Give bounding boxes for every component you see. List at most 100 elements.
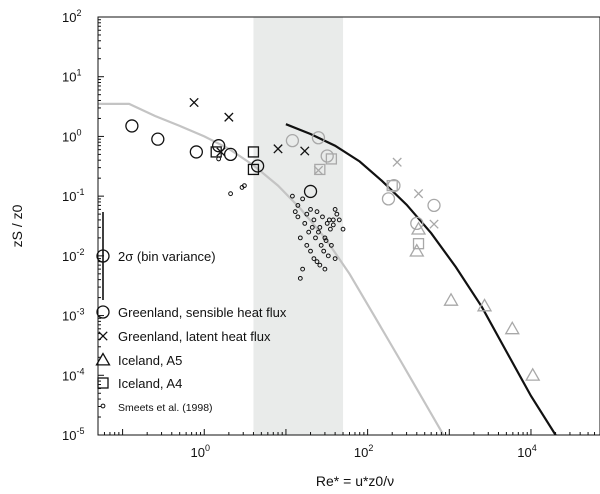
point-layer [125,97,541,381]
data-point-circle [427,198,441,213]
legend: 2σ (bin variance) Greenland, sensible hea… [95,212,287,414]
curve-layer [98,102,557,435]
data-point-circle [320,149,334,163]
data-point-small-circle [306,229,312,235]
data-point-square [247,163,260,176]
legend-entry-triangle: Iceland, A5 [95,352,182,368]
data-point-small-circle [313,235,318,241]
fit-curve-black [285,123,557,435]
data-point-small-circle [241,183,247,189]
legend-label: Greenland, sensible heat flux [118,305,287,320]
legend-entry-square: Iceland, A4 [97,376,182,391]
data-point-small-circle [311,217,317,223]
data-point-cross [429,219,439,229]
data-point-small-circle [297,275,303,281]
data-point-small-circle [336,217,342,223]
y-tick-label: 10-3 [62,307,84,324]
data-point-small-circle [300,266,306,272]
data-point-cross [313,165,324,176]
data-point-cross [413,189,424,199]
data-point-small-circle [216,156,222,162]
plot-frame [97,16,600,436]
data-point-small-circle [311,256,317,261]
data-point-small-circle [308,206,313,212]
data-point-small-circle [295,214,301,220]
legend-marker-square [97,377,109,389]
data-point-cross [392,157,402,167]
data-point-small-circle [228,191,233,197]
y-tick-label: 10-1 [62,187,84,204]
legend-marker-triangle [95,352,111,366]
legend-label: Greenland, latent heat flux [118,329,271,344]
data-point-cross [224,112,234,122]
data-point-triangle [443,292,459,306]
data-point-circle [151,132,165,146]
data-point-small-circle [334,211,340,217]
y-tick-label: 10-2 [62,247,84,264]
data-point-small-circle [321,248,327,254]
data-point-square [412,238,425,250]
data-point-cross [300,146,310,156]
axes-layer: 100 102 104 102 101 100 10-1 10-2 10-3 10-4 10-5 [62,8,600,460]
data-point-small-circle [297,235,303,241]
data-point-circle [285,133,300,148]
data-point-small-circle [316,229,321,235]
shaded-band [253,17,344,435]
data-point-small-circle [332,256,338,261]
data-point-small-circle [330,222,336,228]
data-point-triangle [525,367,541,381]
legend-marker-cross [98,331,108,341]
data-point-small-circle [332,206,338,212]
x-tick-label: 100 [191,443,210,460]
data-point-small-circle [317,262,323,268]
legend-errorbar: 2σ (bin variance) [96,212,216,300]
data-point-small-circle [327,226,333,232]
legend-errorbar-label: 2σ (bin variance) [118,249,216,264]
y-tick-label: 101 [62,68,81,85]
legend-entry-small-circle: Smeets et al. (1998) [100,402,213,414]
data-point-circle [303,184,318,199]
data-point-small-circle [309,224,315,230]
data-point-triangle [410,221,427,235]
data-point-small-circle [326,217,332,223]
data-point-small-circle [314,259,320,265]
data-point-small-circle [308,248,313,254]
x-axis-label: Re* = u*z0/ν [316,473,394,489]
data-point-circle [223,147,238,162]
legend-label: Smeets et al. (1998) [118,402,213,414]
x-tick-label: 104 [517,443,536,460]
data-point-circle [211,139,226,153]
legend-entry-circle: Greenland, sensible heat flux [96,305,287,320]
data-point-small-circle [325,253,331,259]
data-point-square [386,179,398,192]
x-tick-label: 102 [354,443,373,460]
data-point-cross [189,97,199,108]
y-axis-label: zS / z0 [9,204,25,247]
y-tick-label: 102 [62,8,81,25]
data-point-triangle [476,298,493,312]
shaded-band-layer [253,17,344,435]
legend-entry-cross: Greenland, latent heat flux [98,329,271,344]
fit-curve-gray [98,102,445,435]
data-point-square [314,163,326,176]
data-point-small-circle [322,235,328,241]
data-point-small-circle [320,214,325,220]
data-point-circle [311,131,326,145]
data-point-square [210,146,222,158]
data-point-small-circle [304,211,310,217]
legend-marker-small-circle [100,403,106,409]
data-point-triangle [409,243,425,257]
legend-label: Iceland, A4 [118,376,182,391]
legend-marker-circle [96,305,110,319]
data-point-small-circle [292,209,298,215]
data-point-small-circle [314,209,320,215]
data-point-cross [273,144,283,154]
legend-label: Iceland, A5 [118,353,182,368]
data-point-circle [189,145,203,159]
data-point-circle [410,216,424,231]
data-point-circle [387,178,401,193]
y-tick-label: 100 [62,127,81,144]
data-point-small-circle [328,242,334,248]
data-point-square [247,146,260,158]
